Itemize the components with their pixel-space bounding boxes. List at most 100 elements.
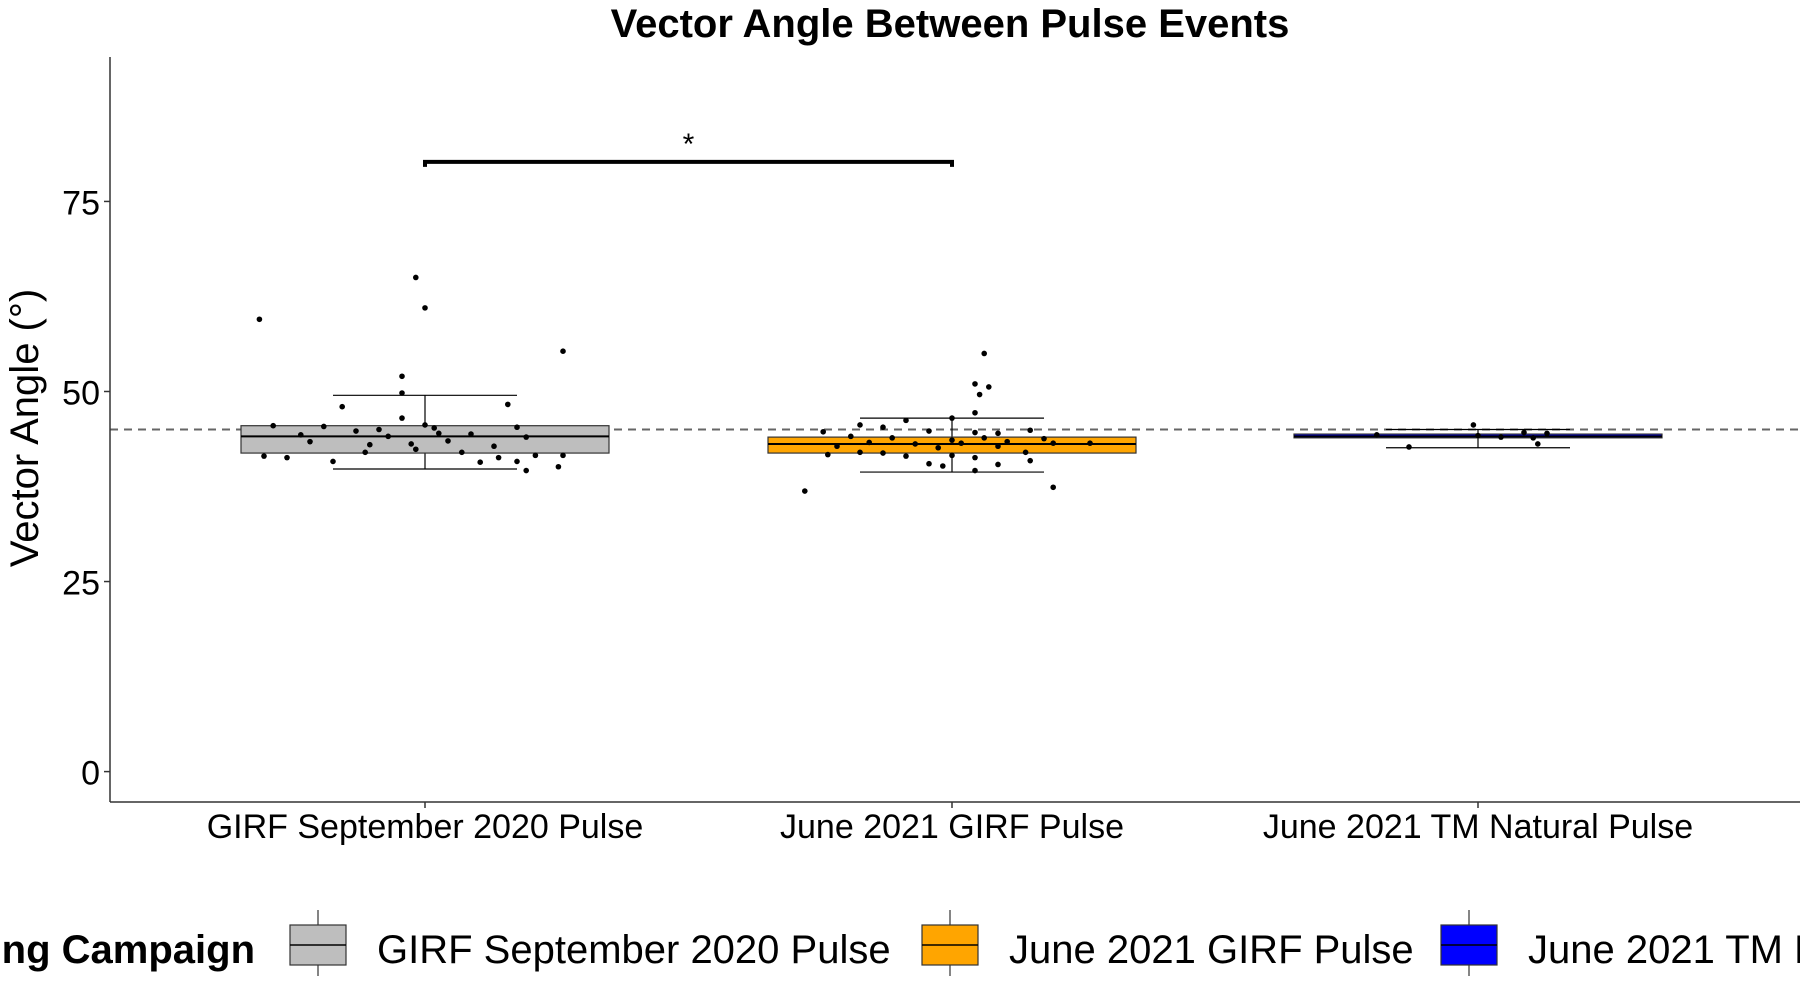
- data-point: [362, 449, 369, 456]
- data-point: [940, 463, 946, 469]
- data-point: [802, 488, 808, 494]
- data-point: [367, 441, 373, 448]
- data-point: [560, 348, 566, 354]
- data-point: [986, 384, 992, 390]
- legend-item-3: June 2021 TM Natural Pulse: [1440, 910, 1800, 976]
- significance-bracket: [423, 159, 954, 167]
- data-point: [385, 433, 392, 440]
- data-point: [958, 440, 964, 446]
- data-point: [353, 428, 359, 434]
- x-tick-label: June 2021 TM Natural Pulse: [1263, 808, 1693, 846]
- significance-label: *: [683, 128, 695, 161]
- legend-item-1: GIRF September 2020 Pulse: [289, 910, 891, 976]
- data-point: [1022, 449, 1029, 456]
- data-point: [1050, 440, 1056, 446]
- data-point: [514, 458, 520, 465]
- data-point: [1475, 432, 1481, 439]
- data-point: [413, 274, 419, 281]
- data-point: [972, 454, 978, 461]
- data-point: [560, 452, 566, 459]
- data-point: [1041, 435, 1047, 442]
- jitter-points: [256, 274, 1550, 494]
- data-point: [523, 434, 529, 440]
- data-point: [1050, 484, 1056, 491]
- data-point: [1027, 457, 1033, 464]
- data-point: [399, 373, 405, 380]
- data-point: [422, 422, 428, 428]
- data-point: [1530, 435, 1536, 441]
- data-point: [848, 433, 854, 440]
- legend: ing Campaign GIRF September 2020 Pulse Jun…: [0, 910, 1800, 976]
- box-1: [240, 394, 610, 470]
- x-tick-label: GIRF September 2020 Pulse: [207, 808, 644, 846]
- box-2: [767, 417, 1137, 473]
- data-point: [495, 454, 502, 461]
- data-point: [880, 424, 886, 431]
- box-3: [1293, 428, 1663, 449]
- data-point: [399, 390, 405, 396]
- data-point: [995, 430, 1001, 437]
- data-point: [976, 391, 983, 398]
- y-tick-label: 75: [62, 184, 100, 222]
- data-point: [555, 463, 562, 470]
- data-point: [981, 435, 987, 441]
- data-point: [459, 449, 465, 456]
- legend-item-2: June 2021 GIRF Pulse: [921, 910, 1414, 976]
- data-point: [298, 432, 304, 438]
- data-point: [477, 459, 484, 465]
- data-point: [903, 417, 909, 424]
- x-tick-label: June 2021 GIRF Pulse: [780, 808, 1124, 846]
- data-point: [995, 461, 1001, 468]
- data-point: [307, 438, 313, 445]
- data-point: [339, 403, 346, 410]
- data-point: [972, 429, 978, 436]
- box-plot-series: [240, 394, 1663, 473]
- data-point: [413, 446, 419, 453]
- legend-item-label: GIRF September 2020 Pulse: [377, 928, 891, 972]
- y-tick-label: 50: [62, 374, 100, 412]
- data-point: [949, 437, 955, 443]
- data-point: [330, 458, 336, 465]
- data-point: [436, 430, 442, 437]
- y-axis-label: Vector Angle (°): [3, 289, 47, 567]
- data-point: [270, 422, 277, 429]
- data-point: [972, 467, 978, 474]
- legend-item-label: June 2021 GIRF Pulse: [1009, 928, 1414, 972]
- data-point: [926, 460, 932, 467]
- data-point: [284, 454, 290, 461]
- data-point: [1004, 438, 1010, 445]
- data-point: [408, 441, 415, 447]
- significance-bracket-group: *: [423, 128, 954, 167]
- data-point: [889, 435, 895, 441]
- data-point: [972, 409, 978, 416]
- data-point: [431, 425, 438, 431]
- data-point: [1470, 422, 1477, 428]
- data-point: [445, 438, 451, 444]
- data-point: [1087, 440, 1093, 446]
- data-point: [857, 422, 863, 428]
- data-point: [866, 439, 872, 446]
- data-point: [491, 443, 497, 450]
- data-point: [1498, 434, 1504, 440]
- data-point: [376, 426, 382, 433]
- data-point: [949, 415, 955, 421]
- chart-title: Vector Angle Between Pulse Events: [611, 2, 1290, 46]
- data-point: [1374, 432, 1380, 438]
- data-point: [981, 350, 987, 357]
- y-tick-label: 25: [62, 565, 100, 603]
- data-point: [1521, 429, 1527, 436]
- data-point: [903, 453, 909, 459]
- data-point: [532, 452, 539, 459]
- data-point: [995, 443, 1001, 450]
- data-point: [972, 381, 978, 387]
- data-point: [1544, 430, 1550, 437]
- data-point: [926, 428, 932, 434]
- plot-axes: [109, 57, 1800, 803]
- y-axis-ticks: 0 25 50 75: [62, 184, 110, 793]
- data-point: [1535, 441, 1541, 447]
- data-point: [825, 451, 831, 458]
- y-tick-label: 0: [81, 755, 100, 793]
- x-axis-ticks: GIRF September 2020 Pulse June 2021 GIRF …: [207, 802, 1693, 846]
- data-point: [321, 423, 327, 430]
